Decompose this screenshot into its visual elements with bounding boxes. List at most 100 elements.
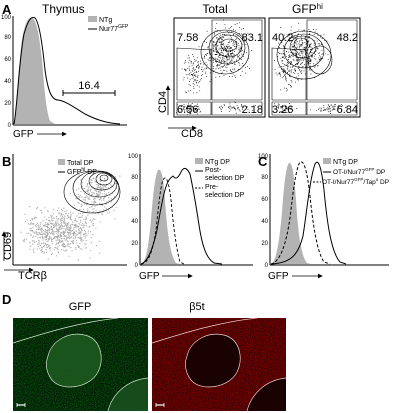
scatter-dot	[324, 53, 326, 55]
b-legend-swatch-total	[58, 159, 65, 165]
scatter-dot	[294, 50, 296, 51]
scatter-dot	[63, 242, 65, 244]
scatter-dot	[237, 62, 239, 64]
scatter-dot	[251, 106, 253, 108]
scatter-dot	[36, 226, 38, 228]
b-hist-xlabel: GFP	[139, 271, 160, 282]
scatter-dot	[299, 41, 301, 43]
scatter-dot	[288, 55, 290, 57]
scatter-dot	[44, 207, 46, 209]
scatter-dot	[192, 110, 194, 112]
scatter-dot	[44, 225, 47, 227]
scatter-dot	[192, 63, 194, 65]
scatter-dot	[51, 232, 53, 234]
scatter-dot	[221, 109, 223, 111]
scatter-dot	[73, 232, 75, 234]
scatter-dot	[186, 92, 187, 94]
scatter-dot	[60, 234, 62, 237]
scatter-dot	[80, 237, 82, 239]
scatter-dot	[50, 237, 52, 239]
scatter-dot	[235, 112, 237, 114]
scatter-dot	[227, 55, 229, 57]
scatter-dot	[233, 106, 235, 108]
scatter-dot	[55, 220, 57, 222]
scatter-dot	[53, 237, 55, 239]
scatter-dot	[51, 223, 53, 225]
scatter-dot	[196, 92, 198, 94]
scatter-dot	[39, 247, 41, 249]
scatter-dot	[79, 194, 81, 196]
a-ntg-histogram	[14, 17, 55, 124]
total-q-tr: 83.1	[242, 32, 263, 44]
scatter-dot	[193, 84, 195, 86]
scatter-dot	[56, 236, 58, 238]
scatter-dot	[183, 110, 185, 112]
scatter-dot	[70, 247, 72, 249]
scatter-dot	[333, 105, 335, 107]
scatter-dot	[90, 182, 92, 184]
scatter-dot	[48, 231, 51, 234]
scatter-dot	[229, 70, 231, 72]
scatter-dot	[230, 47, 232, 49]
scatter-dot	[96, 186, 99, 188]
scatter-dot	[67, 228, 69, 230]
scatter-dot	[57, 238, 59, 240]
scatter-dot	[52, 230, 54, 232]
scatter-dot	[291, 108, 293, 110]
scatter-dot	[201, 68, 203, 70]
b-legend-post-a: Post-	[205, 167, 222, 174]
scatter-dot	[300, 64, 302, 66]
scatter-dot	[314, 66, 315, 68]
scatter-dot	[283, 87, 285, 89]
scatter-dot	[299, 52, 301, 54]
scatter-dot	[78, 222, 80, 224]
scatter-dot	[229, 107, 230, 109]
scatter-dot	[46, 227, 49, 229]
scatter-dot	[302, 53, 303, 55]
scatter-dot	[38, 243, 40, 245]
scatter-dot	[279, 53, 280, 55]
scatter-dot	[225, 57, 227, 58]
scatter-dot	[63, 217, 65, 219]
scatter-dot	[83, 166, 85, 168]
scatter-dot	[79, 224, 81, 226]
scatter-dot	[215, 28, 217, 30]
scatter-dot	[223, 37, 225, 38]
scatter-dot	[205, 62, 207, 64]
scatter-dot	[78, 230, 80, 232]
b-postselection-histogram	[140, 167, 223, 265]
scatter-dot	[190, 104, 192, 106]
scatter-dot	[102, 186, 104, 188]
scatter-dot	[222, 57, 224, 59]
scatter-dot	[219, 35, 221, 37]
scatter-dot	[46, 243, 48, 246]
scatter-dot	[294, 68, 296, 70]
scatter-dot	[234, 109, 236, 111]
scatter-dot	[30, 245, 32, 247]
scatter-dot	[235, 30, 237, 32]
scatter-dot	[242, 63, 243, 64]
scatter-dot	[37, 243, 39, 245]
scatter-dot	[70, 234, 72, 236]
scatter-dot	[68, 255, 70, 257]
scatter-dot	[194, 109, 196, 111]
scatter-dot	[210, 48, 212, 50]
scatter-dot	[101, 205, 103, 207]
scatter-dot	[297, 75, 299, 77]
scatter-dot	[226, 64, 228, 66]
scatter-dot	[85, 216, 87, 218]
scatter-dot	[32, 235, 35, 237]
scatter-dot	[57, 232, 59, 234]
scatter-dot	[300, 52, 302, 54]
scatter-dot	[62, 241, 64, 243]
scatter-dot	[292, 66, 294, 67]
scatter-dot	[39, 244, 42, 247]
scatter-dot	[293, 60, 295, 62]
scatter-dot	[310, 60, 312, 62]
scatter-dot	[29, 223, 31, 226]
scatter-dot	[188, 62, 190, 64]
scatter-dot	[105, 203, 107, 205]
scatter-dot	[288, 58, 290, 60]
scatter-dot	[223, 59, 225, 61]
scatter-dot	[58, 227, 60, 229]
